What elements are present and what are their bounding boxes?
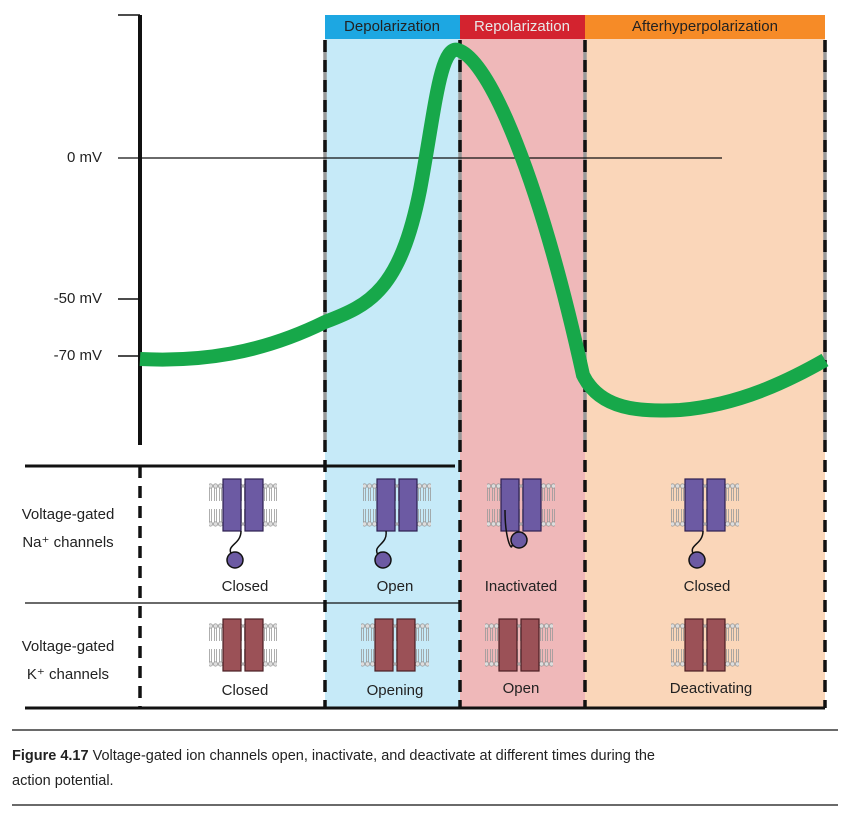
caption-text: action potential. — [12, 773, 114, 789]
table-lines — [12, 464, 838, 806]
state-label: Closed — [222, 578, 269, 595]
state-label: Inactivated — [485, 578, 558, 595]
voltage-label: -70 mV — [54, 347, 102, 364]
na-channel — [208, 478, 278, 569]
state-label: Opening — [367, 682, 424, 699]
action-potential — [139, 42, 829, 418]
caption: Figure 4.17 Voltage-gated ion channels o… — [12, 748, 655, 764]
k-channel — [670, 618, 740, 672]
state-label: Closed — [222, 682, 269, 699]
phase-bg — [585, 15, 825, 708]
phase-bg — [325, 15, 460, 708]
caption-text: Voltage-gated ion channels open, inactiv… — [93, 748, 655, 764]
phase-header — [325, 15, 460, 39]
na-channel — [486, 478, 556, 549]
phase-label: Afterhyperpolarization — [632, 18, 778, 35]
state-label: Open — [377, 578, 414, 595]
phase-header — [585, 15, 825, 39]
phase-label: Repolarization — [474, 18, 570, 35]
state-label: Open — [503, 680, 540, 697]
state-label: Closed — [684, 578, 731, 595]
phase-header — [460, 15, 585, 39]
phase-bg — [460, 15, 585, 708]
dividers — [138, 40, 827, 708]
state-label: Deactivating — [670, 680, 753, 697]
row-label: Voltage-gated — [22, 506, 115, 523]
k-channel — [484, 618, 554, 672]
row-label: Na⁺ channels — [22, 534, 113, 551]
k-channel — [360, 618, 430, 672]
na-channel — [362, 478, 432, 569]
k-channel — [208, 618, 278, 672]
phase-label: Depolarization — [344, 18, 440, 35]
voltage-label: 0 mV — [67, 149, 102, 166]
row-label: K⁺ channels — [27, 666, 109, 683]
caption-label: Figure 4.17 — [12, 748, 89, 764]
row-label: Voltage-gated — [22, 638, 115, 655]
voltage-label: -50 mV — [54, 290, 102, 307]
na-channel — [670, 478, 740, 569]
